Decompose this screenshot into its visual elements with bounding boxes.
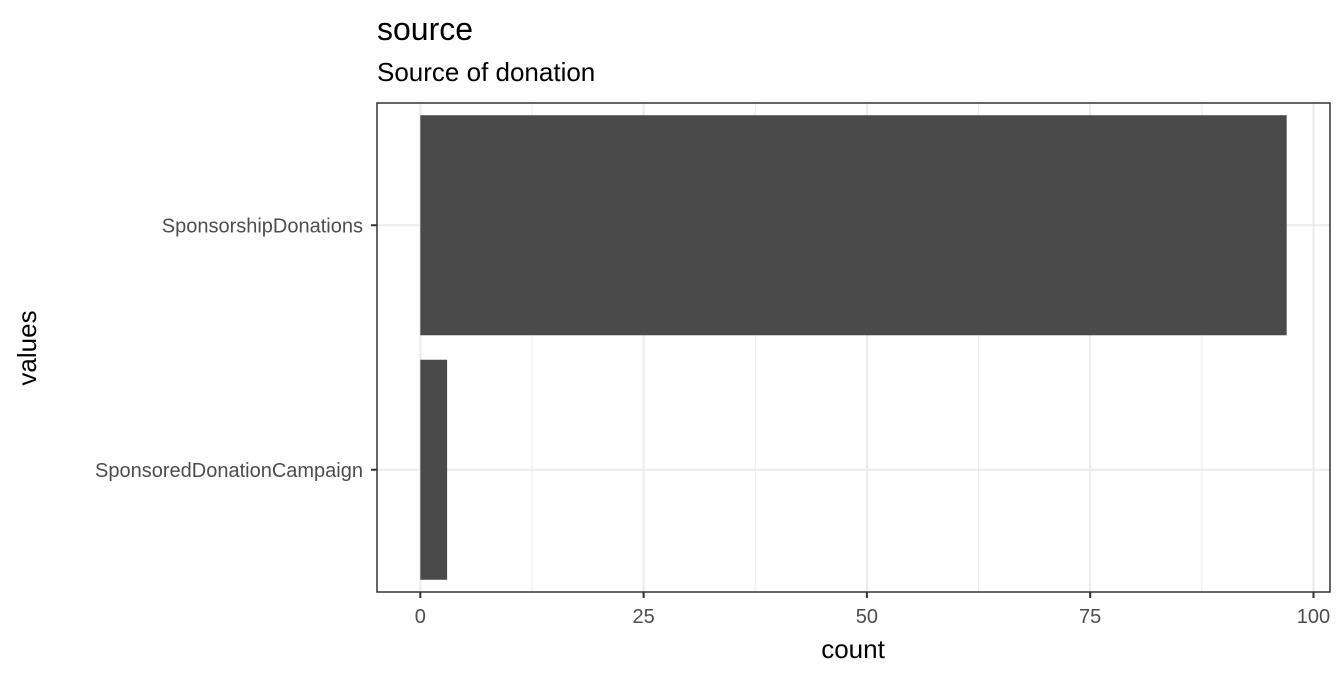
chart-subtitle: Source of donation <box>377 57 595 87</box>
x-tick-label: 25 <box>632 606 654 628</box>
x-tick-label: 75 <box>1079 606 1101 628</box>
y-tick-label: SponsoredDonationCampaign <box>95 460 363 482</box>
x-tick-label: 50 <box>856 606 878 628</box>
x-tick-label: 100 <box>1297 606 1330 628</box>
chart-title: source <box>377 11 473 47</box>
x-axis-title: count <box>821 634 885 664</box>
plot-area: 0 25 50 75 100 SponsorshipDonations SponsoredD… <box>95 102 1331 628</box>
bar-SponsorshipDonations <box>420 115 1287 336</box>
bar-SponsoredDonationCampaign <box>420 359 448 580</box>
x-tick-label: 0 <box>415 606 426 628</box>
panel-border <box>376 102 1331 593</box>
y-tick-label: SponsorshipDonations <box>162 215 363 237</box>
y-axis-title: values <box>12 310 42 385</box>
